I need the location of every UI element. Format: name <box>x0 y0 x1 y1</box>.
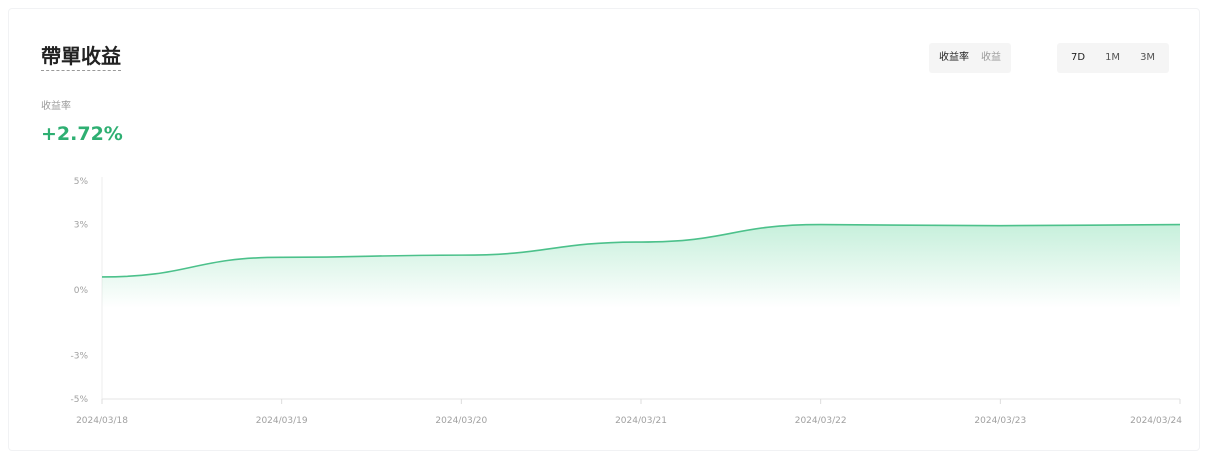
x-tick-label: 2024/03/19 <box>256 416 308 426</box>
metric-toggle-profit[interactable]: 收益 <box>981 52 1001 63</box>
data-point[interactable] <box>994 220 1006 232</box>
y-tick-label: -5% <box>70 395 88 405</box>
data-point[interactable] <box>96 271 108 283</box>
metric-toggle-rate[interactable]: 收益率 <box>939 52 969 63</box>
x-tick-label: 2024/03/22 <box>795 416 847 426</box>
x-tick-label: 2024/03/20 <box>435 416 487 426</box>
data-point[interactable] <box>276 251 288 263</box>
range-toggle-1m[interactable]: 1M <box>1105 52 1121 63</box>
data-point[interactable] <box>635 236 647 248</box>
x-tick-label: 2024/03/23 <box>974 416 1026 426</box>
y-tick-label: 0% <box>74 286 89 296</box>
series-area-fill <box>102 224 1180 308</box>
metric-label: 收益率 <box>41 101 71 112</box>
series-line[interactable] <box>101 223 1181 278</box>
metric-value: +2.72% <box>41 123 123 145</box>
y-tick-label: 5% <box>74 177 89 187</box>
range-toggle-group: 7D 1M 3M <box>1057 43 1170 73</box>
data-point[interactable] <box>1174 219 1186 231</box>
x-tick-label: 2024/03/18 <box>76 416 128 426</box>
range-toggle-7d[interactable]: 7D <box>1071 52 1086 63</box>
x-tick-label: 2024/03/21 <box>615 416 667 426</box>
metric-toggle-group: 收益率 收益 <box>929 43 1011 73</box>
x-tick-label: 2024/03/24 <box>1130 416 1182 426</box>
range-toggle-3m[interactable]: 3M <box>1140 52 1156 63</box>
data-point[interactable] <box>455 249 467 261</box>
y-tick-label: 3% <box>74 221 89 231</box>
y-tick-label: -3% <box>70 351 88 361</box>
data-point[interactable] <box>815 219 827 231</box>
card-title[interactable]: 帶單收益 <box>41 43 121 71</box>
